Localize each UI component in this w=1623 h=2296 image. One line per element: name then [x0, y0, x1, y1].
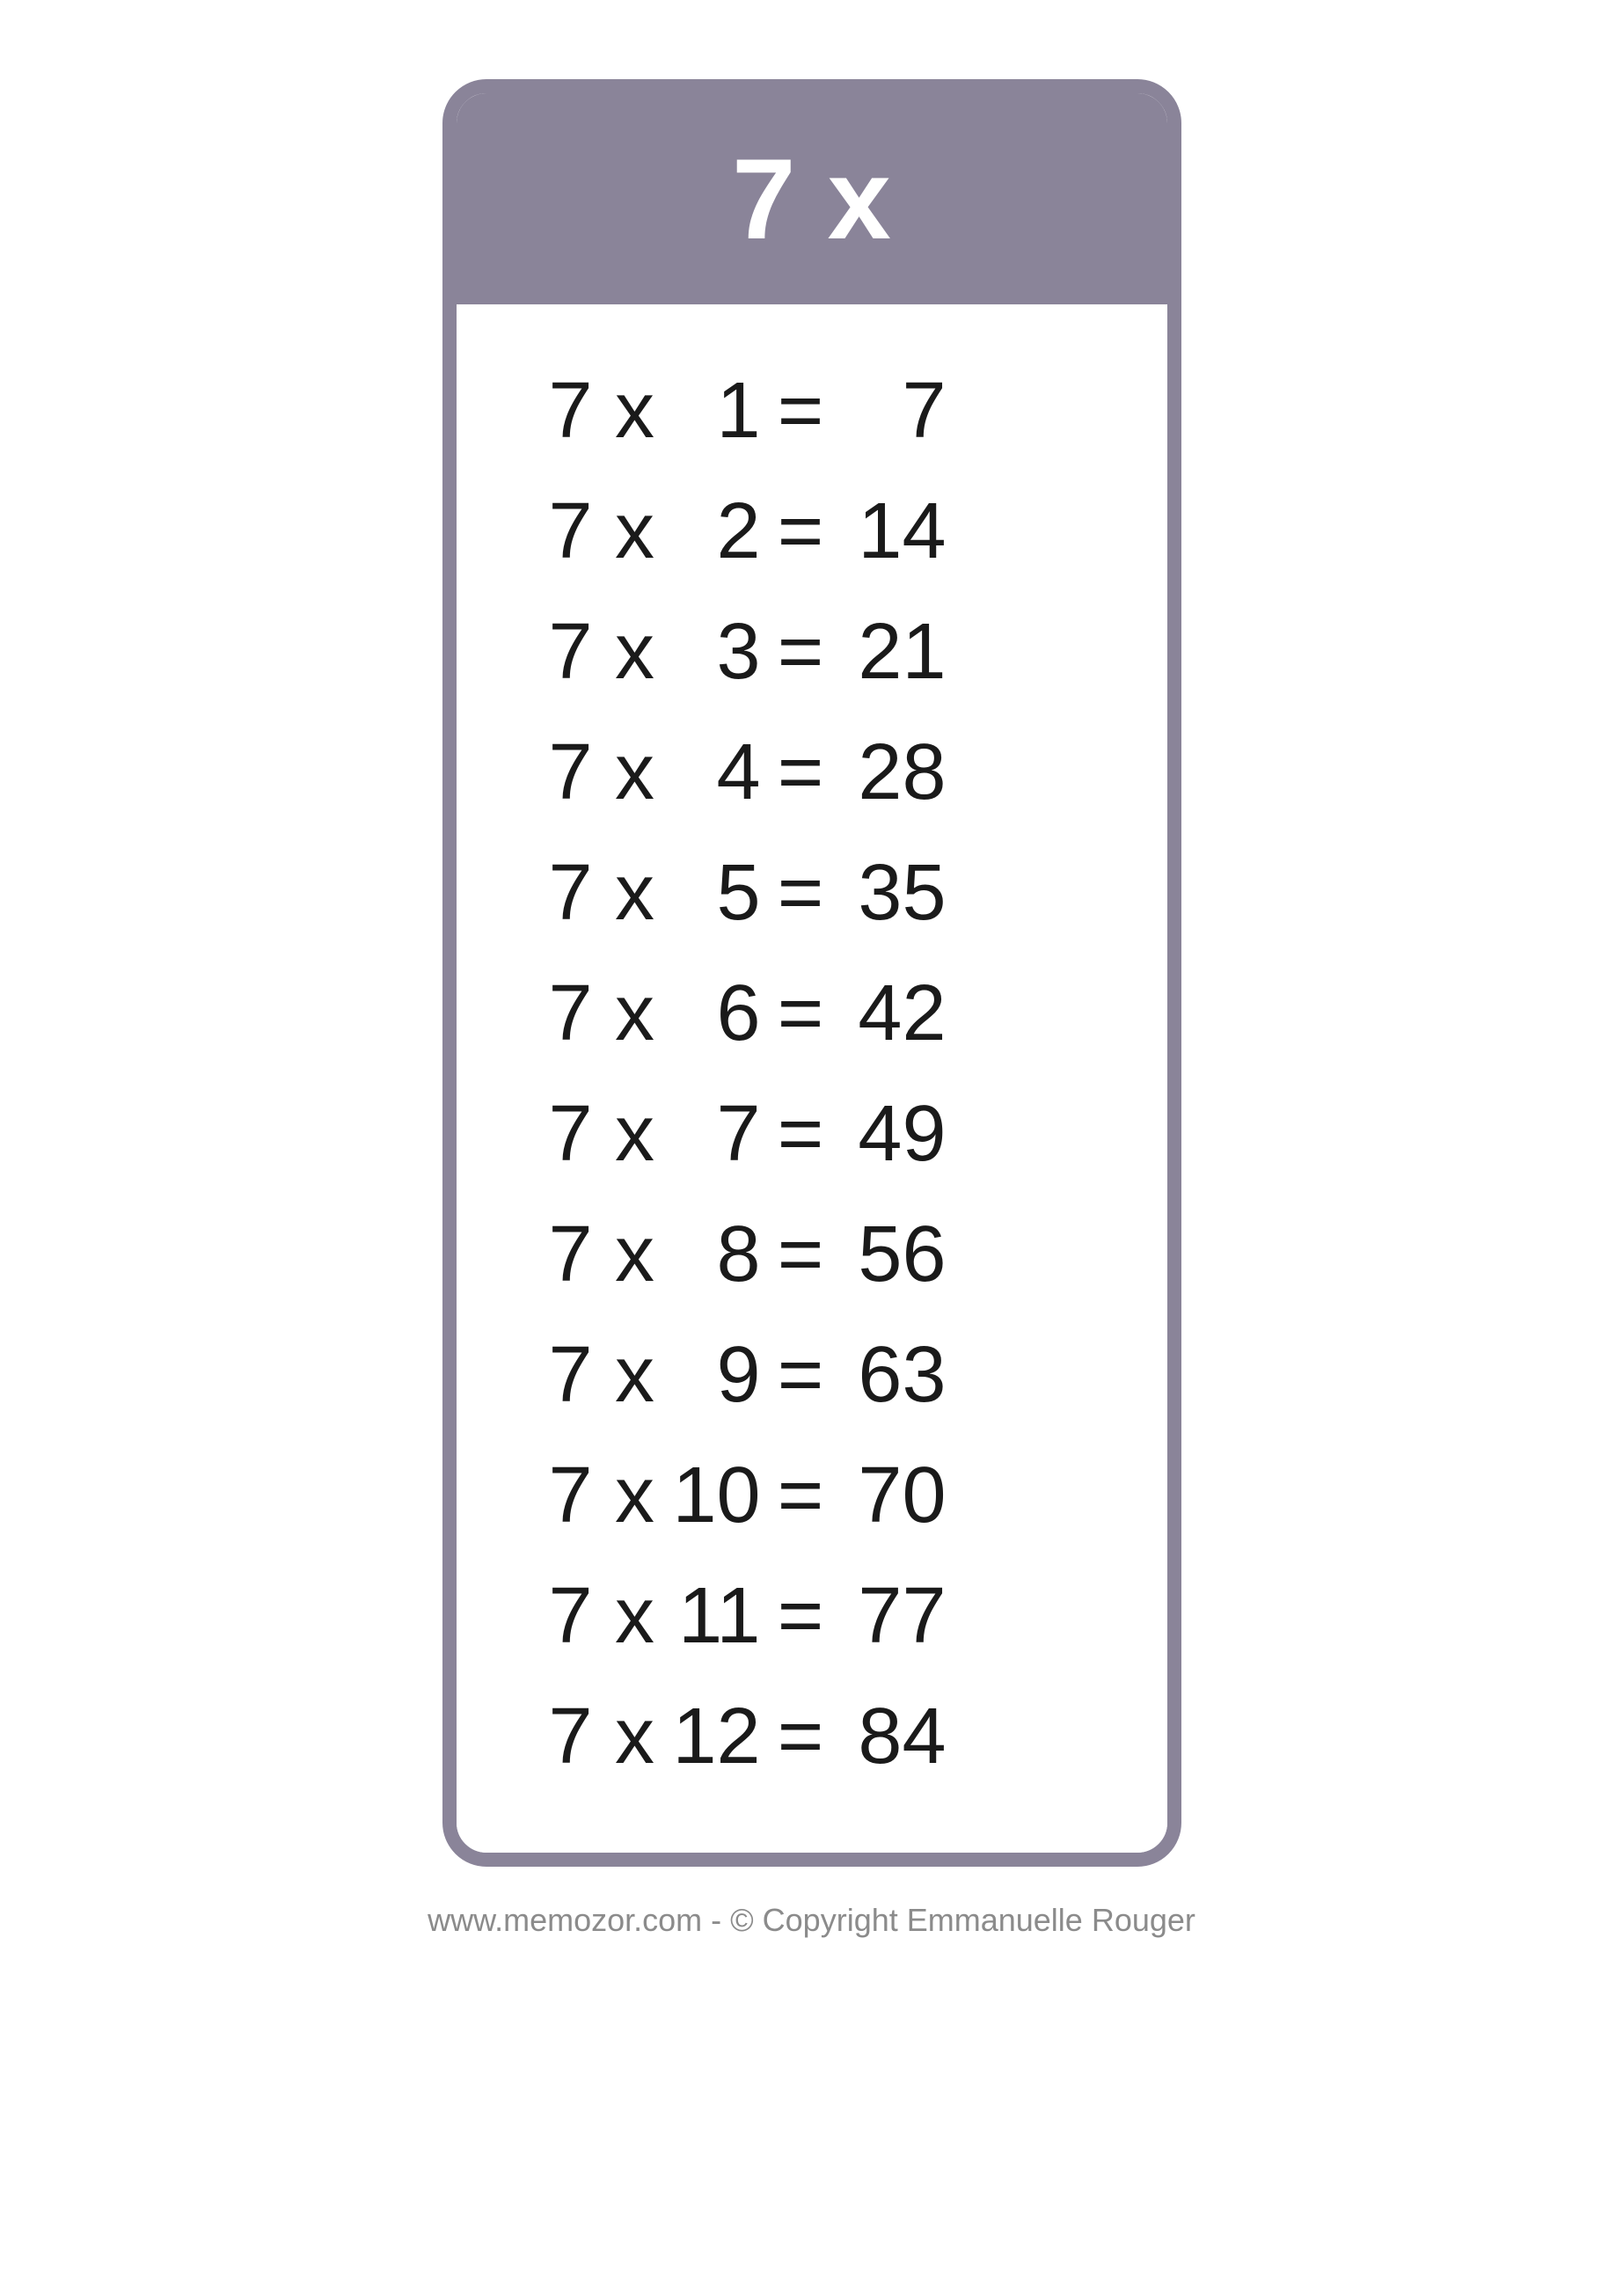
equals-sign: = [777, 1692, 825, 1782]
table-row: 7x4=28 [545, 728, 1150, 818]
equals-sign: = [777, 1330, 825, 1421]
equals-sign: = [777, 1571, 825, 1662]
multiplicand: 7 [545, 1089, 597, 1180]
operator: x [613, 607, 657, 698]
result: 14 [841, 486, 947, 577]
operator: x [613, 1451, 657, 1541]
operator: x [613, 1692, 657, 1782]
equals-sign: = [777, 366, 825, 457]
table-row: 7x1=7 [545, 366, 1150, 457]
operator: x [613, 969, 657, 1059]
multiplier: 9 [673, 1330, 761, 1421]
multiplier: 2 [673, 486, 761, 577]
table-row: 7x12=84 [545, 1692, 1150, 1782]
multiplier: 7 [673, 1089, 761, 1180]
result: 35 [841, 848, 947, 939]
multiplier: 5 [673, 848, 761, 939]
table-row: 7x3=21 [545, 607, 1150, 698]
footer-credit: www.memozor.com - © Copyright Emmanuelle… [428, 1902, 1195, 1939]
multiplier: 10 [673, 1451, 761, 1541]
equals-sign: = [777, 607, 825, 698]
multiplicand: 7 [545, 1451, 597, 1541]
card-title: 7 x [732, 133, 891, 265]
multiplier: 12 [673, 1692, 761, 1782]
equals-sign: = [777, 969, 825, 1059]
result: 70 [841, 1451, 947, 1541]
footer-text: www.memozor.com - © Copyright Emmanuelle… [428, 1902, 1195, 1938]
result: 84 [841, 1692, 947, 1782]
times-table-card: 7 x 7x1=77x2=147x3=217x4=287x5=357x6=427… [442, 79, 1181, 1867]
table-row: 7x8=56 [545, 1210, 1150, 1300]
equals-sign: = [777, 1089, 825, 1180]
multiplicand: 7 [545, 848, 597, 939]
multiplicand: 7 [545, 728, 597, 818]
multiplicand: 7 [545, 1330, 597, 1421]
card-body: 7x1=77x2=147x3=217x4=287x5=357x6=427x7=4… [457, 304, 1167, 1853]
result: 7 [841, 366, 947, 457]
operator: x [613, 848, 657, 939]
multiplicand: 7 [545, 366, 597, 457]
multiplicand: 7 [545, 607, 597, 698]
result: 77 [841, 1571, 947, 1662]
multiplicand: 7 [545, 1571, 597, 1662]
multiplicand: 7 [545, 969, 597, 1059]
result: 28 [841, 728, 947, 818]
multiplicand: 7 [545, 1210, 597, 1300]
operator: x [613, 1571, 657, 1662]
operator: x [613, 366, 657, 457]
table-row: 7x2=14 [545, 486, 1150, 577]
operator: x [613, 1330, 657, 1421]
table-row: 7x10=70 [545, 1451, 1150, 1541]
operator: x [613, 1210, 657, 1300]
multiplicand: 7 [545, 486, 597, 577]
result: 63 [841, 1330, 947, 1421]
result: 42 [841, 969, 947, 1059]
multiplier: 8 [673, 1210, 761, 1300]
table-row: 7x5=35 [545, 848, 1150, 939]
equals-sign: = [777, 1210, 825, 1300]
multiplier: 6 [673, 969, 761, 1059]
table-row: 7x6=42 [545, 969, 1150, 1059]
table-row: 7x7=49 [545, 1089, 1150, 1180]
result: 49 [841, 1089, 947, 1180]
result: 21 [841, 607, 947, 698]
equals-sign: = [777, 728, 825, 818]
equals-sign: = [777, 486, 825, 577]
table-row: 7x11=77 [545, 1571, 1150, 1662]
operator: x [613, 486, 657, 577]
multiplier: 3 [673, 607, 761, 698]
multiplier: 4 [673, 728, 761, 818]
equals-sign: = [777, 1451, 825, 1541]
multiplier: 11 [673, 1571, 761, 1662]
operator: x [613, 728, 657, 818]
multiplicand: 7 [545, 1692, 597, 1782]
operator: x [613, 1089, 657, 1180]
multiplier: 1 [673, 366, 761, 457]
card-header: 7 x [457, 93, 1167, 304]
result: 56 [841, 1210, 947, 1300]
table-row: 7x9=63 [545, 1330, 1150, 1421]
equals-sign: = [777, 848, 825, 939]
